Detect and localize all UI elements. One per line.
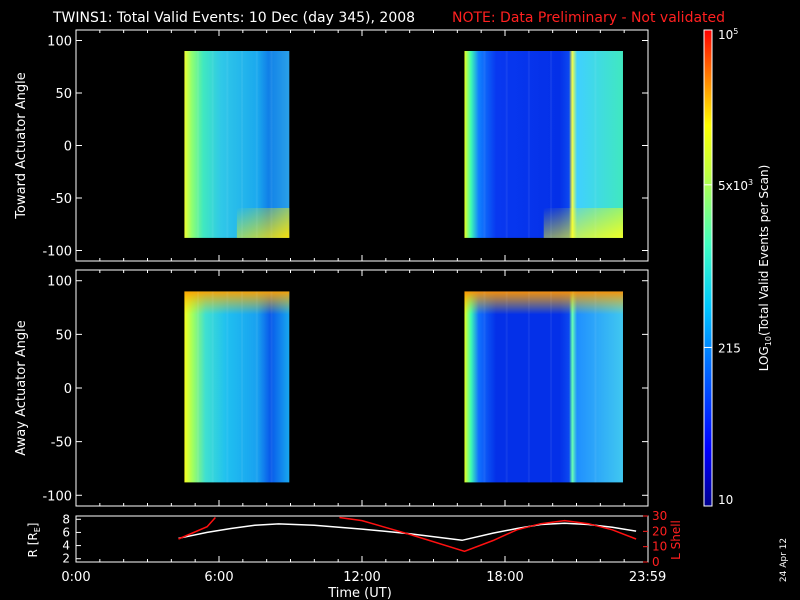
heatmap-edge-band [184,291,290,315]
orbit-series-line [178,516,637,553]
colorbar-ticks: 10 215 5x103 105 [704,27,753,507]
y-tick-label: 100 [47,275,72,290]
y-axis: 100 50 0 -50 -100 [42,30,649,261]
y-axis-label: Away Actuator Angle [14,320,29,455]
away-heatmap-panel: 100 50 0 -50 -100 Away Actuator Angle [14,269,649,507]
heatmap-stripe [241,291,244,483]
l-shell-label: L Shell [669,520,683,560]
toward-heatmap-panel: 100 50 0 -50 -100 Toward Actuator Angle [14,29,649,262]
heatmap-stripe [550,51,553,238]
y-tick-label: 50 [55,328,72,343]
x-tick-label: 0:00 [61,570,90,585]
colorbar-tick-label: 105 [718,27,738,42]
chart-title: TWINS1: Total Valid Events: 10 Dec (day … [52,10,415,26]
l-tick-label: 10 [652,540,667,554]
heatmap-stripe [255,51,258,238]
heatmap-stripe [505,291,508,483]
heatmap-stripe [197,51,200,238]
x-axis-label: Time (UT) [327,586,392,600]
x-tick-label: 12:00 [343,570,380,585]
orbit-lines [178,516,637,553]
y-tick-label: 0 [64,140,72,155]
y-tick-label: 50 [55,87,72,102]
y-tick-label: -50 [51,436,72,451]
y-tick-label: 0 [64,382,72,397]
r-tick-label: 4 [62,539,70,553]
heatmap-stripe [505,51,508,238]
heatmap-pass [184,291,290,483]
heatmap-stripe [483,291,486,483]
y-tick-label: -50 [51,192,72,207]
heatmap-stripe [527,291,530,483]
y-tick-label: -100 [42,489,72,504]
preliminary-note: NOTE: Data Preliminary - Not validated [452,10,725,26]
colorbar: 10 215 5x103 105 LOG10(Total Valid Events p… [703,27,773,507]
heatmap-edge-band [236,207,290,238]
heatmap-edge-band [464,291,623,315]
heatmap-stripe [550,291,553,483]
r-axis-label: R [RE] [26,523,42,558]
l-tick-label: 20 [652,524,667,538]
heatmap-stripe [211,51,214,238]
colorbar-tick-label: 5x103 [718,178,753,193]
heatmap-stripe [226,291,229,483]
heatmap-pass [464,291,623,483]
heatmap-edge-band [543,207,623,238]
r-tick-label: 8 [62,512,70,526]
x-tick-label: 23:59 [629,570,666,585]
colorbar-tick-label: 10 [718,493,733,507]
colorbar-tick-label: 215 [718,341,741,355]
heatmap-stripe [594,291,597,483]
heatmap-stripe [572,291,575,483]
heatmap-stripe [211,291,214,483]
heatmap-stripe [483,51,486,238]
heatmap-stripe [197,291,200,483]
r-tick-label: 6 [62,525,70,539]
heatmap-stripe [270,291,273,483]
l-tick-label: 30 [652,509,667,523]
heatmap-stripe [255,291,258,483]
heatmap-stripe [527,51,530,238]
x-tick-label: 18:00 [486,570,523,585]
y-tick-label: -100 [42,245,72,260]
heatmap-stripe [572,51,575,238]
y-axis-label: Toward Actuator Angle [14,72,29,219]
heatmap-stripe [226,51,229,238]
x-tick-label: 6:00 [204,570,233,585]
heatmap-stripe [241,51,244,238]
orbit-series-line [178,522,637,542]
colorbar-gradient [703,29,713,507]
date-stamp: 24 Apr 12 [779,538,789,582]
heatmap-cells [184,51,623,238]
heatmap-stripe [270,51,273,238]
colorbar-label: LOG10(Total Valid Events per Scan) [757,165,773,372]
heatmap-pass [464,51,623,238]
l-tick-label: 0 [652,555,660,569]
heatmap-cells [184,291,623,483]
r-tick-label: 2 [62,552,70,566]
y-tick-label: 100 [47,35,72,50]
y-axis: 100 50 0 -50 -100 [42,270,649,506]
heatmap-pass [184,51,290,238]
heatmap-stripe [594,51,597,238]
